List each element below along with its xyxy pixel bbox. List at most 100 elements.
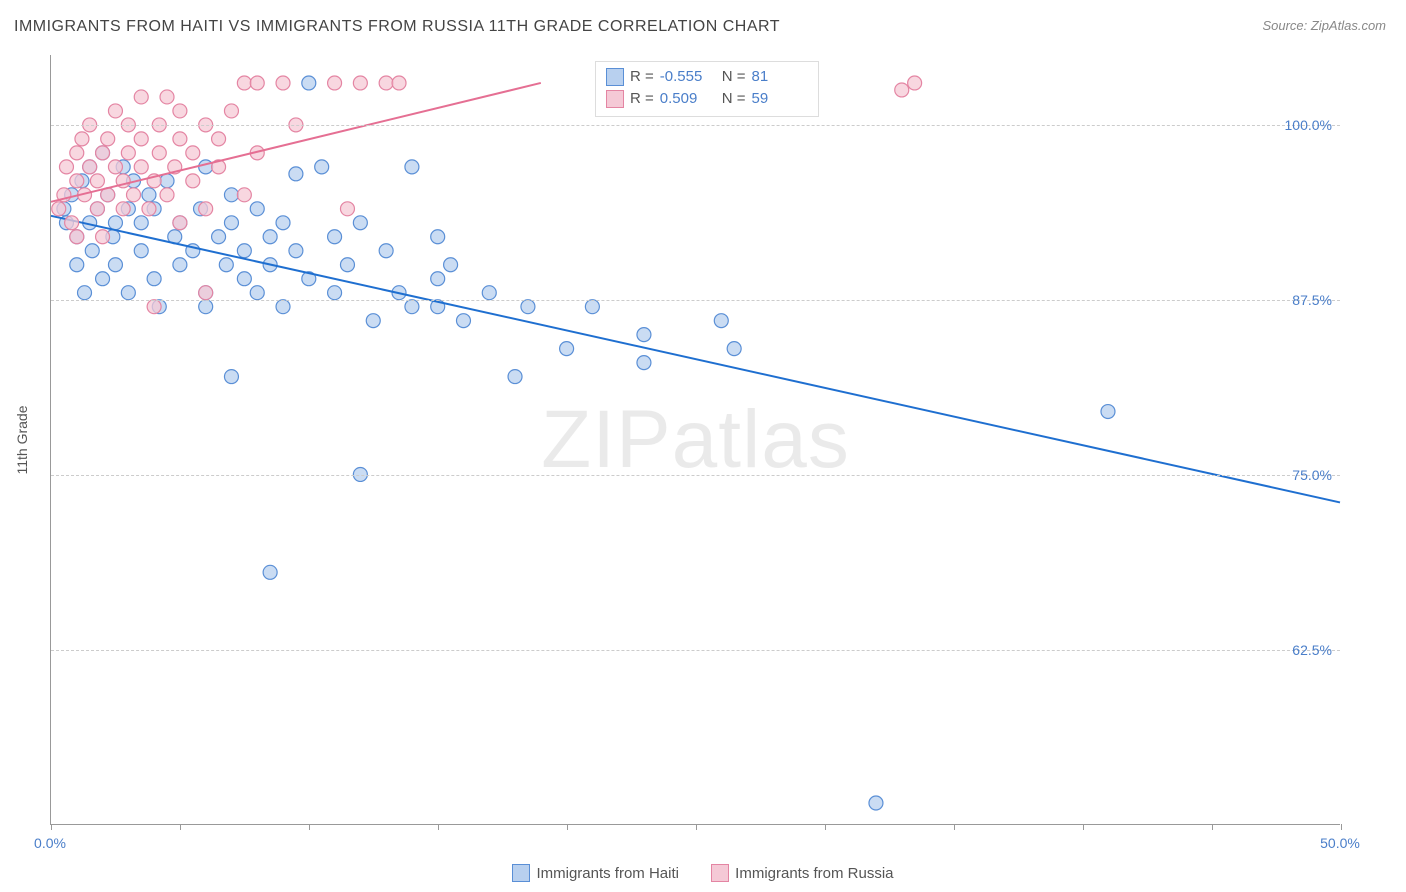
x-tick: [438, 824, 439, 830]
x-tick: [825, 824, 826, 830]
data-point: [199, 300, 213, 314]
data-point: [263, 565, 277, 579]
data-point: [212, 132, 226, 146]
data-point: [152, 146, 166, 160]
data-point: [289, 167, 303, 181]
data-point: [173, 216, 187, 230]
data-point: [482, 286, 496, 300]
stats-box: R = -0.555 N = 81 R = 0.509 N = 59: [595, 61, 819, 117]
data-point: [121, 146, 135, 160]
data-point: [1101, 405, 1115, 419]
x-tick-label: 0.0%: [34, 835, 66, 851]
data-point: [199, 202, 213, 216]
data-point: [134, 244, 148, 258]
data-point: [219, 258, 233, 272]
y-tick-label: 75.0%: [1292, 467, 1332, 483]
data-point: [263, 230, 277, 244]
data-point: [186, 146, 200, 160]
stat-r-russia: 0.509: [660, 88, 716, 110]
data-point: [508, 370, 522, 384]
data-point: [250, 202, 264, 216]
data-point: [456, 314, 470, 328]
data-point: [224, 370, 238, 384]
plot-area: ZIPatlas R = -0.555 N = 81 R = 0.509 N =…: [50, 55, 1340, 825]
data-point: [121, 286, 135, 300]
data-point: [160, 174, 174, 188]
data-point: [147, 272, 161, 286]
data-point: [328, 76, 342, 90]
data-point: [328, 230, 342, 244]
stat-label-n: N =: [722, 66, 746, 88]
x-tick-label: 50.0%: [1320, 835, 1360, 851]
data-point: [160, 188, 174, 202]
data-point: [328, 286, 342, 300]
x-tick: [51, 824, 52, 830]
data-point: [134, 132, 148, 146]
data-point: [78, 286, 92, 300]
data-point: [276, 216, 290, 230]
data-point: [90, 174, 104, 188]
data-point: [224, 216, 238, 230]
y-tick-label: 100.0%: [1285, 117, 1332, 133]
chart-svg: [51, 55, 1340, 824]
legend-item-russia: Immigrants from Russia: [711, 864, 893, 882]
data-point: [173, 104, 187, 118]
data-point: [96, 272, 110, 286]
data-point: [199, 160, 213, 174]
data-point: [90, 202, 104, 216]
data-point: [237, 76, 251, 90]
gridline: [51, 300, 1340, 301]
data-point: [340, 258, 354, 272]
data-point: [714, 314, 728, 328]
data-point: [353, 216, 367, 230]
source-credit: Source: ZipAtlas.com: [1262, 18, 1386, 33]
x-tick: [567, 824, 568, 830]
data-point: [134, 90, 148, 104]
x-tick: [954, 824, 955, 830]
data-point: [405, 300, 419, 314]
data-point: [431, 272, 445, 286]
data-point: [302, 76, 316, 90]
gridline: [51, 475, 1340, 476]
data-point: [173, 258, 187, 272]
data-point: [127, 188, 141, 202]
data-point: [444, 258, 458, 272]
data-point: [237, 272, 251, 286]
data-point: [134, 216, 148, 230]
gridline: [51, 125, 1340, 126]
data-point: [186, 174, 200, 188]
data-point: [52, 202, 66, 216]
data-point: [212, 230, 226, 244]
data-point: [134, 160, 148, 174]
data-point: [224, 104, 238, 118]
data-point: [431, 230, 445, 244]
data-point: [108, 258, 122, 272]
stats-row-haiti: R = -0.555 N = 81: [606, 66, 808, 88]
legend-label-haiti: Immigrants from Haiti: [536, 865, 679, 882]
stat-label-r: R =: [630, 66, 654, 88]
data-point: [895, 83, 909, 97]
data-point: [108, 160, 122, 174]
data-point: [65, 216, 79, 230]
data-point: [585, 300, 599, 314]
chart-title: IMMIGRANTS FROM HAITI VS IMMIGRANTS FROM…: [14, 18, 780, 36]
data-point: [70, 258, 84, 272]
data-point: [289, 244, 303, 258]
data-point: [173, 132, 187, 146]
y-axis-label: 11th Grade: [14, 405, 30, 474]
stat-label-n: N =: [722, 88, 746, 110]
data-point: [70, 230, 84, 244]
data-point: [83, 160, 97, 174]
data-point: [237, 188, 251, 202]
stats-row-russia: R = 0.509 N = 59: [606, 88, 808, 110]
x-tick: [309, 824, 310, 830]
data-point: [379, 76, 393, 90]
y-tick-label: 87.5%: [1292, 292, 1332, 308]
data-point: [75, 132, 89, 146]
swatch-russia: [606, 90, 624, 108]
data-point: [869, 796, 883, 810]
data-point: [560, 342, 574, 356]
data-point: [250, 76, 264, 90]
data-point: [224, 188, 238, 202]
stat-n-russia: 59: [752, 88, 808, 110]
